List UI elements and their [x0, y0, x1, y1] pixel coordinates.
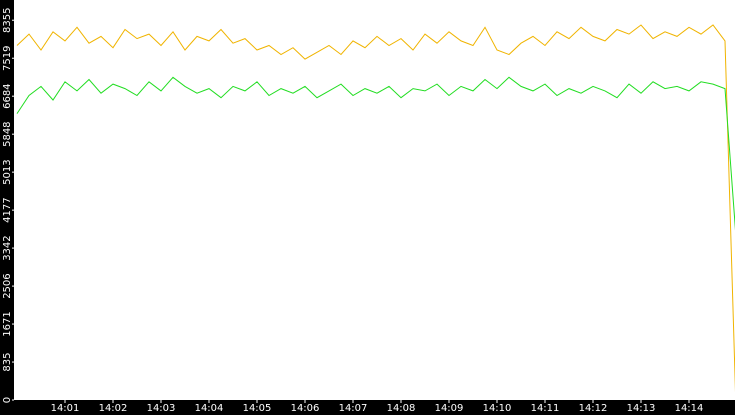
x-tick-label: 14:06: [291, 403, 320, 414]
x-tick-label: 14:10: [483, 403, 512, 414]
x-tick-label: 14:04: [195, 403, 224, 414]
x-axis-band: [0, 400, 735, 415]
y-tick-label: 4177: [2, 197, 13, 222]
x-tick-label: 14:11: [531, 403, 560, 414]
y-tick-label: 1671: [2, 311, 13, 336]
series-line: [16, 24, 735, 393]
x-tick-label: 14:07: [339, 403, 368, 414]
x-tick-label: 14:13: [627, 403, 656, 414]
y-tick-label: 0: [2, 397, 13, 403]
series-line: [16, 76, 735, 231]
y-tick-label: 5848: [2, 121, 13, 146]
y-tick-label: 8355: [2, 8, 13, 33]
y-tick-label: 7519: [2, 46, 13, 71]
x-tick-label: 14:02: [99, 403, 128, 414]
x-tick-label: 14:09: [435, 403, 464, 414]
x-tick-label: 14:12: [579, 403, 608, 414]
x-tick-label: 14:08: [387, 403, 416, 414]
x-tick-label: 14:03: [147, 403, 176, 414]
y-tick-label: 2506: [2, 273, 13, 298]
x-tick-label: 14:14: [675, 403, 704, 414]
y-tick-label: 5013: [2, 159, 13, 184]
x-tick-label: 14:05: [243, 403, 272, 414]
y-tick-label: 3342: [2, 235, 13, 260]
y-tick-label: 835: [2, 352, 13, 371]
x-tick-label: 14:01: [51, 403, 80, 414]
y-tick-label: 6684: [2, 83, 13, 108]
y-axis-band: [0, 0, 14, 415]
